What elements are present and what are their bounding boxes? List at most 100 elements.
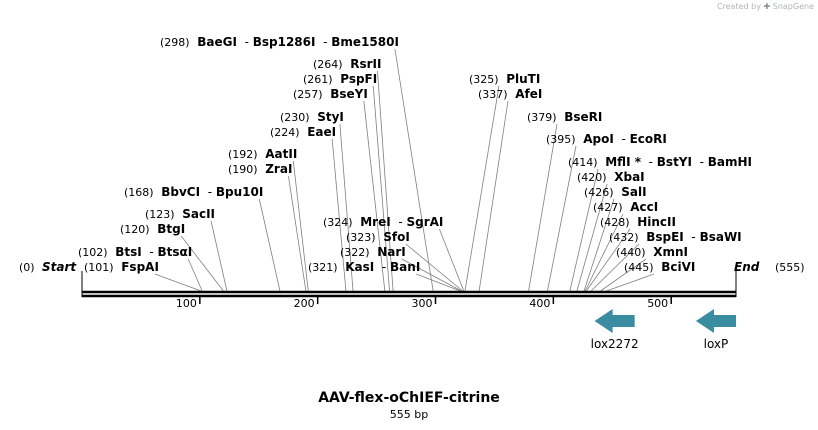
enzyme-separator [338, 260, 346, 274]
enzyme-name-btgi: BtgI [157, 222, 185, 236]
start-position: (0) [19, 261, 35, 274]
enzyme-name-pluti: PluTI [506, 72, 540, 86]
enzyme-separator: - [391, 215, 407, 229]
enzyme-label-baegi: (298) BaeGI - Bsp1286I - Bme1580I [160, 35, 399, 49]
enzyme-label-afei: (337) AfeI [478, 87, 542, 101]
leader-line-mfli [569, 168, 599, 292]
enzyme-label-pspfi: (261) PspFI [303, 72, 377, 86]
leader-lines [154, 48, 655, 292]
enzyme-label-bspei: (432) BspEI - BsaWI [609, 230, 742, 244]
enzyme-name-kasi: KasI [345, 260, 374, 274]
snapgene-logo-icon: ✚ [763, 2, 771, 11]
backbone [82, 290, 736, 298]
tick-label-100: 100 [176, 297, 197, 310]
enzyme-label-xmni: (440) XmnI [616, 245, 688, 259]
enzyme-name-xmni: XmnI [653, 245, 688, 259]
enzyme-position-kasi: (321) [308, 261, 338, 274]
enzyme-name-xbai: XbaI [614, 170, 644, 184]
enzyme-separator [323, 87, 331, 101]
enzyme-label-mrei: (324) MreI - SgrAI [323, 215, 443, 229]
enzyme-label-bbvci: (168) BbvCI - Bpu10I [124, 185, 263, 199]
enzyme-name-afei: AfeI [515, 87, 542, 101]
leader-line-pluti [464, 85, 500, 292]
leader-line-xbai [576, 183, 608, 292]
enzyme-label-mfli: (414) MflI * - BstYI - BamHI [568, 155, 752, 169]
enzyme-name-sacii: SacII [182, 207, 215, 221]
enzyme-name-bpu10i: Bpu10I [216, 185, 263, 199]
leader-line-afei [478, 100, 509, 292]
enzyme-position-xbai: (420) [577, 171, 607, 184]
enzyme-name-fspai: FspAI [121, 260, 159, 274]
enzyme-label-sfoi: (323) SfoI [346, 230, 410, 244]
leader-line-nari [401, 258, 462, 292]
enzyme-name-pspfi: PspFI [340, 72, 377, 86]
leader-line-rsrii [377, 70, 394, 292]
enzyme-position-hincii: (428) [600, 216, 630, 229]
enzyme-name-bsawi: BsaWI [700, 230, 742, 244]
enzyme-label-btsi: (102) BtsI - BtsαI [78, 245, 192, 259]
enzyme-position-styi: (230) [280, 111, 310, 124]
enzyme-separator [646, 245, 654, 259]
enzyme-position-sfoi: (323) [346, 231, 376, 244]
enzyme-separator: - [684, 230, 700, 244]
enzyme-separator [300, 125, 308, 139]
leader-line-aatii [292, 160, 309, 292]
enzyme-separator [508, 87, 516, 101]
enzyme-name-eaei: EaeI [307, 125, 336, 139]
enzyme-separator [258, 162, 266, 176]
enzyme-separator [190, 35, 198, 49]
enzyme-label-bseri: (379) BseRI [527, 110, 602, 124]
end-position: (555) [775, 261, 805, 274]
enzyme-name-bts-i: BtsαI [158, 245, 193, 259]
enzyme-position-sali: (426) [584, 186, 614, 199]
enzyme-position-acci: (427) [593, 201, 623, 214]
enzyme-separator [607, 170, 615, 184]
enzyme-separator: - [374, 260, 390, 274]
leader-line-bspei [590, 243, 640, 292]
enzyme-name-ecori: EcoRI [630, 132, 667, 146]
tick-label-200: 200 [294, 297, 315, 310]
leader-line-sali [583, 198, 615, 292]
enzyme-separator [343, 57, 351, 71]
feature-label-lox2272: lox2272 [591, 337, 639, 351]
enzyme-label-sacii: (123) SacII [145, 207, 215, 221]
enzyme-name-bamhi: BamHI [708, 155, 752, 169]
enzyme-separator [175, 207, 183, 221]
enzyme-separator [353, 215, 361, 229]
enzyme-separator: - [200, 185, 216, 199]
enzyme-separator [614, 185, 622, 199]
enzyme-label-nari: (322) NarI [340, 245, 406, 259]
enzyme-name-bcivi: BciVI [661, 260, 695, 274]
enzyme-separator [310, 110, 318, 124]
enzyme-label-hincii: (428) HincII [600, 215, 676, 229]
start-label: Start [42, 260, 77, 274]
enzyme-label-styi: (230) StyI [280, 110, 344, 124]
leader-line-kasi [416, 273, 461, 292]
enzyme-separator [150, 222, 158, 236]
enzyme-label-kasi: (321) KasI - BanI [308, 260, 420, 274]
enzyme-name-sgrai: SgrAI [406, 215, 443, 229]
enzyme-separator [108, 245, 116, 259]
leader-line-bseri [528, 123, 558, 292]
enzyme-separator [376, 230, 384, 244]
enzyme-name-bseyi: BseYI [330, 87, 368, 101]
enzyme-separator [499, 72, 507, 86]
leader-line-btsi [187, 258, 203, 292]
feature-label-loxp: loxP [704, 337, 729, 351]
enzyme-position-mfli: (414) [568, 156, 598, 169]
enzyme-position-baegi: (298) [160, 36, 190, 49]
enzyme-position-bseri: (379) [527, 111, 557, 124]
enzyme-label-xbai: (420) XbaI [577, 170, 645, 184]
enzyme-name-sali: SalI [621, 185, 646, 199]
enzyme-label-eaei: (224) EaeI [270, 125, 336, 139]
enzyme-name-mrei: MreI [360, 215, 390, 229]
enzyme-separator [623, 200, 631, 214]
enzyme-name-zrai: ZraI [265, 162, 292, 176]
leader-line-hincii [586, 228, 631, 292]
enzyme-position-apoi: (395) [546, 133, 576, 146]
enzyme-separator [557, 110, 565, 124]
credit-prefix: Created by [716, 2, 761, 11]
enzyme-name-bseri: BseRI [564, 110, 602, 124]
enzyme-position-afei: (337) [478, 88, 508, 101]
leader-line-bcivi [606, 273, 655, 292]
